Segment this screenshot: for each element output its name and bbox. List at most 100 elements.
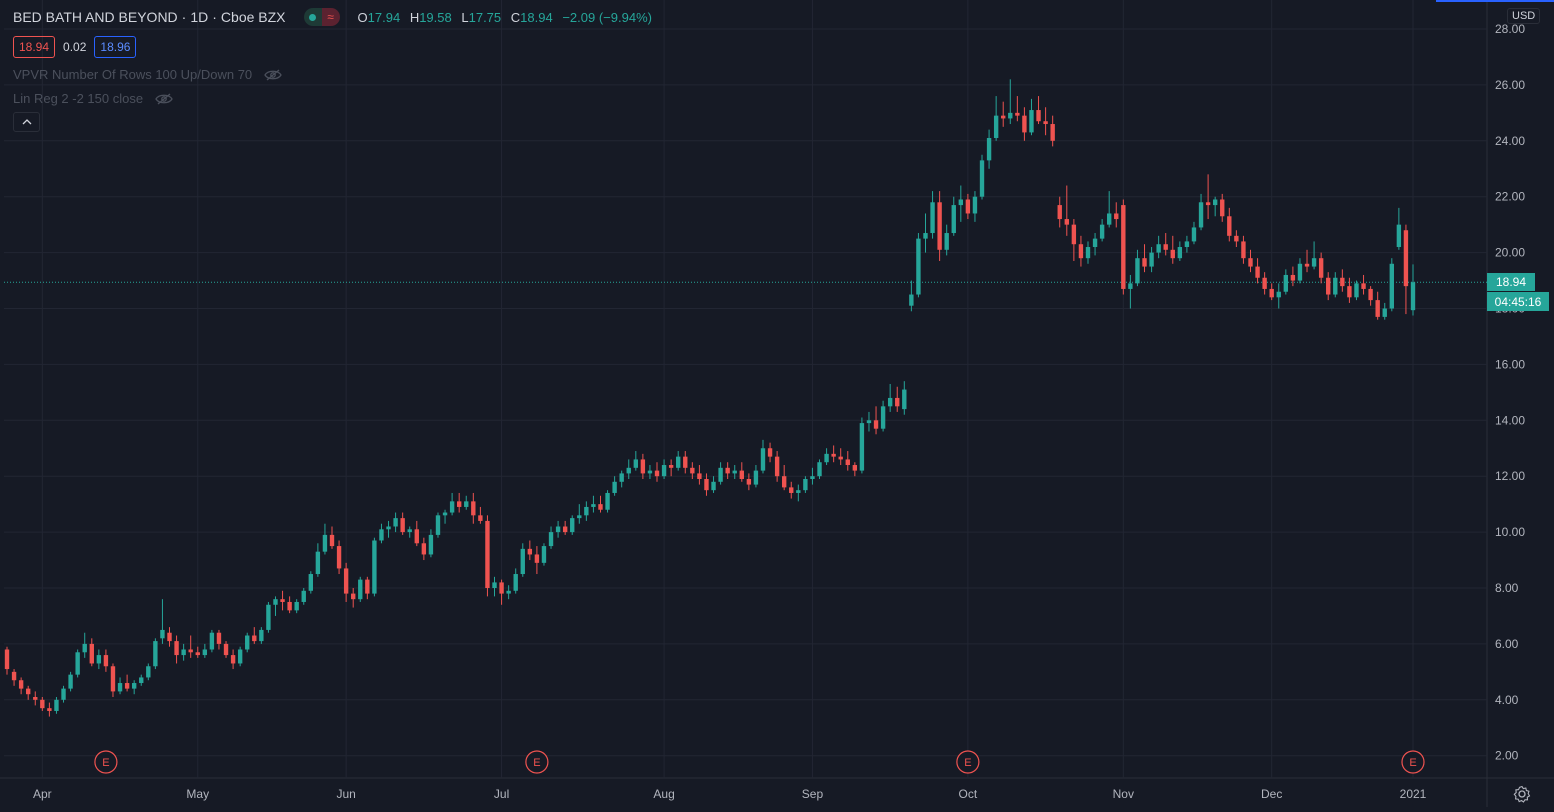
candle[interactable] xyxy=(570,515,575,535)
candle[interactable] xyxy=(527,540,533,561)
candle[interactable] xyxy=(1149,247,1154,273)
candle[interactable] xyxy=(365,576,370,600)
candle[interactable] xyxy=(89,638,94,667)
candle[interactable] xyxy=(11,669,17,686)
candle[interactable] xyxy=(1142,244,1147,273)
candle[interactable] xyxy=(1107,191,1112,228)
eye-hidden-icon[interactable] xyxy=(155,93,173,105)
eye-hidden-icon[interactable] xyxy=(264,69,282,81)
candle[interactable] xyxy=(1311,241,1317,270)
candle[interactable] xyxy=(1227,207,1232,242)
candle[interactable] xyxy=(541,543,547,566)
candle[interactable] xyxy=(103,649,109,672)
candle[interactable] xyxy=(506,585,511,600)
indicator-linreg[interactable]: Lin Reg 2 -2 150 close xyxy=(13,91,173,106)
collapse-legend-button[interactable] xyxy=(13,112,40,132)
candle[interactable] xyxy=(329,526,335,549)
candle[interactable] xyxy=(400,512,405,535)
candle[interactable] xyxy=(887,383,893,412)
candle[interactable] xyxy=(838,448,843,466)
candle[interactable] xyxy=(633,451,639,471)
candle[interactable] xyxy=(986,129,992,169)
candle[interactable] xyxy=(1262,272,1267,295)
candle[interactable] xyxy=(379,523,384,544)
candle[interactable] xyxy=(372,537,377,597)
candle[interactable] xyxy=(449,492,455,516)
candle[interactable] xyxy=(520,543,525,577)
candle[interactable] xyxy=(33,691,38,706)
candle[interactable] xyxy=(781,465,787,491)
candle[interactable] xyxy=(1347,277,1352,303)
candle[interactable] xyxy=(1057,196,1062,228)
candle[interactable] xyxy=(181,643,186,661)
candle[interactable] xyxy=(153,638,158,670)
candle[interactable] xyxy=(1375,291,1380,320)
candle[interactable] xyxy=(965,193,971,220)
candle[interactable] xyxy=(75,649,80,678)
candle[interactable] xyxy=(1001,101,1006,127)
candle[interactable] xyxy=(1050,115,1055,147)
candle[interactable] xyxy=(979,154,985,200)
candle[interactable] xyxy=(902,381,907,415)
interval-label[interactable]: 1D xyxy=(190,9,209,25)
candle[interactable] xyxy=(1234,230,1239,248)
candle[interactable] xyxy=(223,641,229,658)
candle[interactable] xyxy=(358,576,363,602)
candle[interactable] xyxy=(209,629,215,653)
candle[interactable] xyxy=(668,459,674,477)
candle[interactable] xyxy=(174,635,179,664)
indicator-label[interactable]: Lin Reg 2 -2 150 close xyxy=(13,91,144,106)
candle[interactable] xyxy=(195,646,200,658)
candle[interactable] xyxy=(591,495,596,513)
candle[interactable] xyxy=(456,492,462,513)
candle[interactable] xyxy=(972,191,978,222)
candle[interactable] xyxy=(1064,185,1069,236)
candle[interactable] xyxy=(54,697,59,714)
bid-price[interactable]: 18.94 xyxy=(13,36,56,58)
candle[interactable] xyxy=(485,515,490,597)
candle[interactable] xyxy=(612,476,617,496)
candle[interactable] xyxy=(577,504,582,524)
candle[interactable] xyxy=(1276,283,1281,309)
candle[interactable] xyxy=(1396,207,1402,250)
candle[interactable] xyxy=(661,459,667,479)
candle[interactable] xyxy=(1269,283,1274,301)
candle[interactable] xyxy=(266,601,271,633)
candle[interactable] xyxy=(1255,258,1260,284)
symbol-name[interactable]: BED BATH AND BEYOND xyxy=(13,9,178,25)
candle[interactable] xyxy=(831,445,836,463)
candle[interactable] xyxy=(1177,241,1183,261)
candle[interactable] xyxy=(1022,107,1027,141)
candle[interactable] xyxy=(789,481,794,499)
candle[interactable] xyxy=(598,495,603,513)
candle[interactable] xyxy=(1212,196,1218,217)
candle[interactable] xyxy=(259,627,264,644)
earnings-marker[interactable]: E xyxy=(1401,750,1425,774)
candle[interactable] xyxy=(725,462,730,479)
candle[interactable] xyxy=(958,185,964,222)
candle[interactable] xyxy=(139,674,144,686)
earnings-marker[interactable]: E xyxy=(956,750,980,774)
indicator-vpvr[interactable]: VPVR Number Of Rows 100 Up/Down 70 xyxy=(13,67,282,82)
candle[interactable] xyxy=(930,191,935,239)
candle[interactable] xyxy=(1184,235,1190,253)
candle[interactable] xyxy=(753,465,759,488)
candle[interactable] xyxy=(1403,224,1409,315)
candle[interactable] xyxy=(697,465,702,485)
candle[interactable] xyxy=(1128,274,1133,309)
candle[interactable] xyxy=(683,451,688,474)
earnings-marker[interactable]: E xyxy=(94,750,118,774)
candle[interactable] xyxy=(739,462,744,482)
candle[interactable] xyxy=(711,476,716,493)
candle[interactable] xyxy=(499,579,504,605)
candle[interactable] xyxy=(471,492,476,524)
candle[interactable] xyxy=(923,213,928,253)
candle[interactable] xyxy=(188,635,193,658)
candle[interactable] xyxy=(584,501,589,521)
candle[interactable] xyxy=(61,685,66,703)
candle[interactable] xyxy=(1121,199,1126,295)
candle[interactable] xyxy=(873,406,879,435)
candle[interactable] xyxy=(1283,269,1289,295)
candle[interactable] xyxy=(1092,233,1098,256)
